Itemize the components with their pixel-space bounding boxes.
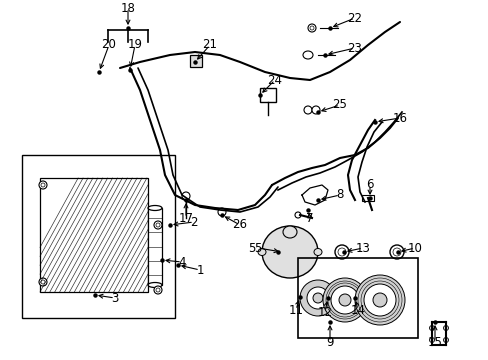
Text: 11: 11 [288,303,303,316]
Ellipse shape [154,221,162,229]
Ellipse shape [304,106,311,114]
Ellipse shape [156,223,160,227]
Ellipse shape [218,208,225,216]
Ellipse shape [323,278,366,322]
Text: 24: 24 [267,73,282,86]
Text: 14: 14 [350,303,365,316]
Ellipse shape [363,284,395,316]
Text: 5: 5 [254,242,261,255]
Bar [40,178,148,292]
Text: 8: 8 [336,189,343,202]
Ellipse shape [41,183,45,187]
Ellipse shape [283,226,296,238]
Ellipse shape [443,325,447,330]
Ellipse shape [262,226,317,278]
Text: 2: 2 [190,216,197,229]
Ellipse shape [313,248,321,256]
Ellipse shape [330,286,358,314]
Ellipse shape [306,287,328,309]
Bar [190,55,202,67]
Ellipse shape [148,206,162,211]
Ellipse shape [182,192,190,200]
Bar [297,258,417,338]
Text: 12: 12 [317,306,332,319]
Bar [361,195,373,201]
Text: 9: 9 [325,336,333,348]
Text: 16: 16 [392,112,407,125]
Ellipse shape [312,293,323,303]
Ellipse shape [443,338,447,342]
Text: 15: 15 [427,336,442,348]
Text: 5: 5 [248,242,255,255]
Text: 25: 25 [332,99,347,112]
Ellipse shape [354,275,404,325]
Ellipse shape [372,293,386,307]
Ellipse shape [428,338,434,342]
Text: 20: 20 [102,39,116,51]
Text: 22: 22 [347,12,362,24]
Text: 4: 4 [178,256,185,269]
Ellipse shape [307,24,315,32]
Ellipse shape [309,26,313,30]
Ellipse shape [294,212,301,218]
Ellipse shape [311,106,319,114]
Ellipse shape [156,288,160,292]
Text: 21: 21 [202,39,217,51]
Text: 18: 18 [121,1,135,14]
Ellipse shape [428,325,434,330]
Text: 6: 6 [366,179,373,192]
Ellipse shape [39,278,47,286]
Ellipse shape [258,248,265,256]
Text: 26: 26 [232,219,247,231]
Bar [148,208,162,285]
Text: 19: 19 [127,39,142,51]
Text: 17: 17 [178,211,193,225]
Ellipse shape [299,280,335,316]
Text: 1: 1 [196,264,203,276]
Text: 3: 3 [111,292,119,305]
Ellipse shape [154,286,162,294]
Bar [260,88,275,102]
Ellipse shape [148,283,162,288]
Ellipse shape [338,294,350,306]
Text: 13: 13 [355,242,370,255]
Ellipse shape [39,181,47,189]
Text: 7: 7 [305,211,313,225]
Text: 23: 23 [347,41,362,54]
Ellipse shape [41,280,45,284]
Ellipse shape [303,51,312,59]
Text: 10: 10 [407,242,422,255]
